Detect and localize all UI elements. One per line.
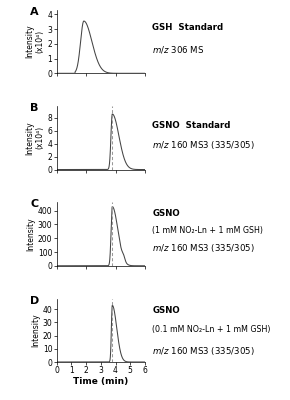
X-axis label: Time (min): Time (min)	[73, 376, 128, 386]
Text: (0.1 mM NO₂-Ln + 1 mM GSH): (0.1 mM NO₂-Ln + 1 mM GSH)	[152, 324, 271, 334]
Text: GSH  Standard: GSH Standard	[152, 23, 223, 32]
Text: GSNO  Standard: GSNO Standard	[152, 121, 231, 130]
Text: D: D	[30, 296, 39, 306]
Y-axis label: Intensity
(x10⁴): Intensity (x10⁴)	[25, 25, 45, 58]
Text: GSNO: GSNO	[152, 209, 180, 218]
Text: GSNO: GSNO	[152, 306, 180, 314]
Text: $\mathit{m/z}$ 306 MS: $\mathit{m/z}$ 306 MS	[152, 44, 204, 55]
Text: $\mathit{m/z}$ 160 MS3 (335/305): $\mathit{m/z}$ 160 MS3 (335/305)	[152, 140, 255, 152]
Y-axis label: Intensity
(x10⁴): Intensity (x10⁴)	[25, 121, 45, 155]
Text: C: C	[30, 199, 38, 209]
Y-axis label: Intensity: Intensity	[31, 314, 40, 347]
Y-axis label: Intensity: Intensity	[26, 217, 35, 251]
Text: $\mathit{m/z}$ 160 MS3 (335/305): $\mathit{m/z}$ 160 MS3 (335/305)	[152, 242, 255, 254]
Text: B: B	[30, 103, 38, 113]
Text: $\mathit{m/z}$ 160 MS3 (335/305): $\mathit{m/z}$ 160 MS3 (335/305)	[152, 345, 255, 357]
Text: (1 mM NO₂-Ln + 1 mM GSH): (1 mM NO₂-Ln + 1 mM GSH)	[152, 226, 263, 235]
Text: A: A	[30, 7, 39, 17]
